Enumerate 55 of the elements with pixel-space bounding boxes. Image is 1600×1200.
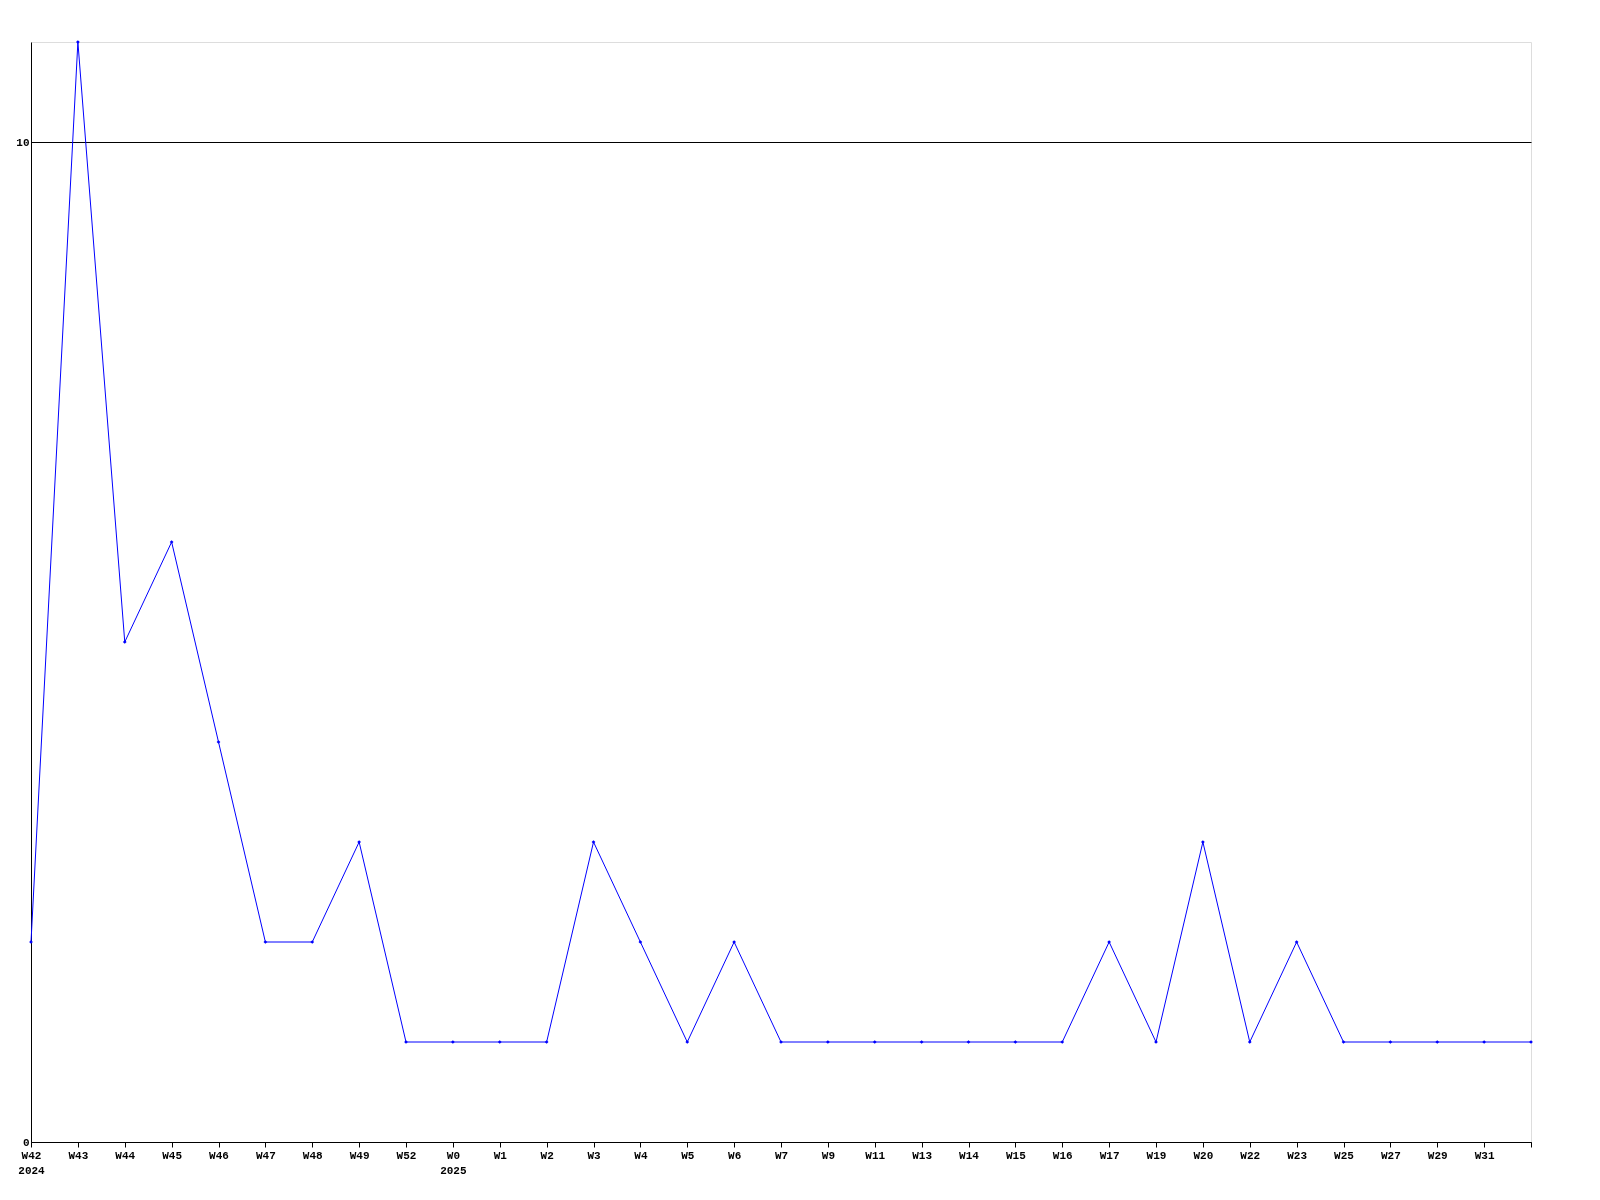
x-tick-label: W20 xyxy=(1193,1149,1214,1162)
x-tick-label: W2 xyxy=(540,1149,554,1162)
x-tick-label: W6 xyxy=(728,1149,742,1162)
point xyxy=(1060,1040,1065,1044)
point xyxy=(591,840,596,844)
x-tick-label: W0 2025 xyxy=(440,1149,467,1177)
point xyxy=(310,940,315,944)
point xyxy=(169,540,174,544)
x-tick-label: W23 xyxy=(1287,1149,1308,1162)
x-tick-label: W14 xyxy=(959,1149,980,1162)
x-tick-label: W9 xyxy=(821,1149,835,1162)
x-tick-label: W15 xyxy=(1005,1149,1027,1162)
x-tick-label: W46 xyxy=(209,1149,229,1162)
point xyxy=(1341,1040,1346,1044)
x-tick-label: W11 xyxy=(865,1149,886,1162)
x-tick-label: W43 xyxy=(68,1149,89,1162)
x-tick-label: W47 xyxy=(255,1149,276,1162)
point xyxy=(919,1040,924,1044)
x-tick-label: W42 2024 xyxy=(18,1149,46,1177)
x-tick-label: W52 xyxy=(396,1149,417,1162)
x-tick-label: W19 xyxy=(1146,1149,1167,1162)
point xyxy=(1247,1040,1252,1044)
x-tick-label: W44 xyxy=(115,1149,136,1162)
x-tick-label: W17 xyxy=(1099,1149,1120,1162)
point xyxy=(1388,1040,1393,1044)
point xyxy=(685,1040,690,1044)
point xyxy=(1294,940,1299,944)
x-tick-label: W13 xyxy=(912,1149,933,1162)
point xyxy=(216,740,221,744)
x-tick-label: W5 xyxy=(681,1149,695,1162)
point xyxy=(966,1040,971,1044)
point xyxy=(638,940,643,944)
point xyxy=(1013,1040,1018,1044)
line-series xyxy=(29,40,1533,1044)
y-tick-label: 0 xyxy=(22,1136,30,1149)
x-tick-label: W4 xyxy=(634,1149,648,1162)
x-tick-label: W49 xyxy=(349,1149,370,1162)
point xyxy=(122,640,127,644)
x-tick-label: W31 xyxy=(1474,1149,1495,1162)
x-tick-label: W25 xyxy=(1334,1149,1355,1162)
point xyxy=(872,1040,877,1044)
x-tick-label: W22 xyxy=(1240,1149,1261,1162)
x-tick-label: W27 xyxy=(1380,1149,1401,1162)
x-tick-label: W16 xyxy=(1052,1149,1073,1162)
y-tick-label: 10 xyxy=(16,136,30,149)
x-tick-label: W1 xyxy=(493,1149,508,1162)
x-tick-label: W45 xyxy=(162,1149,183,1162)
point xyxy=(263,940,268,944)
x-tick-label: W3 xyxy=(587,1149,601,1162)
x-tick-label: W48 xyxy=(302,1149,324,1162)
point xyxy=(1435,1040,1440,1044)
point xyxy=(497,1040,502,1044)
point xyxy=(544,1040,549,1044)
x-tick-label: W29 xyxy=(1427,1149,1448,1162)
x-tick-label: W7 xyxy=(774,1149,789,1162)
